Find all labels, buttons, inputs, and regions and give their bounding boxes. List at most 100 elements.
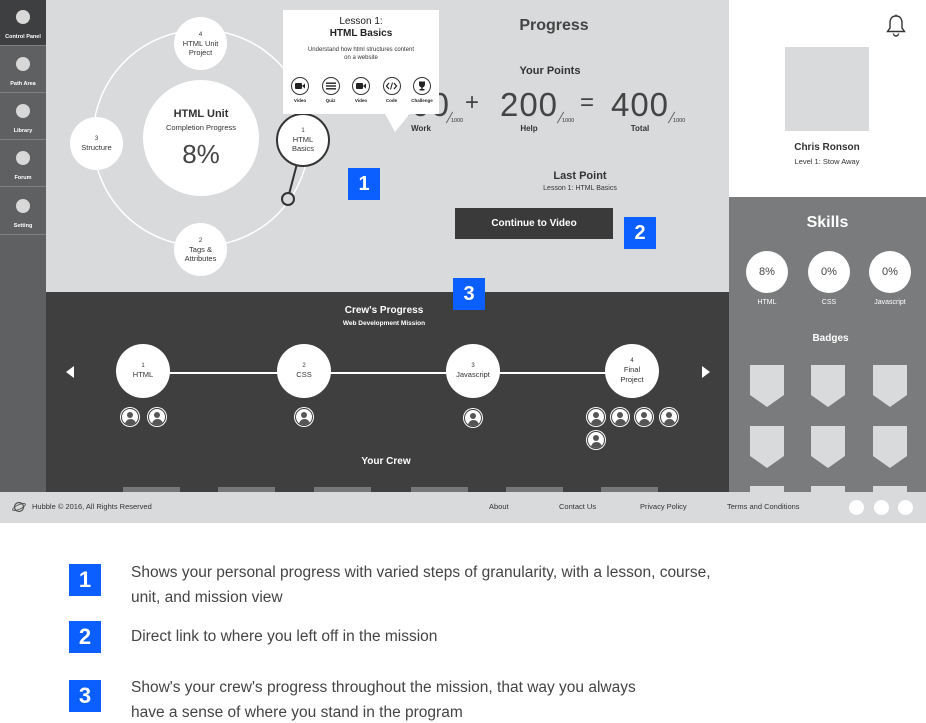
total-points-denominator: 1000: [673, 118, 686, 124]
total-points: 400 Total: [605, 86, 675, 133]
ring-node-unit-project[interactable]: 4 HTML Unit Project: [174, 17, 227, 70]
skill-css[interactable]: 0% CSS: [807, 251, 851, 306]
video-icon: [291, 77, 309, 95]
scroll-left-arrow-icon[interactable]: [66, 366, 74, 378]
crew-node-final-project[interactable]: 4 Final Project: [605, 344, 659, 398]
crew-member-avatar-icon[interactable]: [660, 408, 678, 426]
crew-node-css[interactable]: 2 CSS: [277, 344, 331, 398]
sidebar-item-path-area[interactable]: Path Area: [0, 47, 46, 93]
social-icon[interactable]: [898, 500, 913, 515]
lesson-step-quiz[interactable]: Quiz: [320, 77, 342, 103]
sidebar-item-library[interactable]: Library: [0, 94, 46, 140]
badge-shield-icon[interactable]: [873, 486, 907, 492]
continue-to-video-button[interactable]: Continue to Video: [455, 208, 613, 239]
node-name: HTML Basics: [291, 135, 315, 153]
sidebar-item-forum[interactable]: Forum: [0, 141, 46, 187]
skill-percent: 8%: [746, 251, 788, 293]
node-number: 3: [471, 363, 475, 369]
crew-member-avatar-icon[interactable]: [587, 431, 605, 449]
footer-link-about[interactable]: About: [489, 502, 509, 511]
video-icon: [352, 77, 370, 95]
node-name: HTML Unit Project: [182, 38, 219, 57]
badge-shield-icon[interactable]: [811, 486, 845, 492]
crew-member-avatar-icon[interactable]: [635, 408, 653, 426]
crew-member-avatar-icon[interactable]: [148, 408, 166, 426]
your-crew-title: Your Crew: [361, 456, 411, 467]
crew-member-avatar-icon[interactable]: [295, 408, 313, 426]
crew-card[interactable]: [506, 487, 563, 492]
node-number: 1: [141, 363, 145, 369]
ring-node-tags-attributes[interactable]: 2 Tags & Attributes: [174, 223, 227, 276]
lesson-step-challenge[interactable]: Challenge: [411, 77, 433, 103]
node-number: 1: [301, 128, 305, 134]
crew-progress-title: Crew's Progress: [344, 305, 424, 316]
profile-name: Chris Ronson: [794, 142, 860, 153]
badge-shield-icon[interactable]: [811, 426, 845, 468]
badge-shield-icon[interactable]: [750, 486, 784, 492]
skill-label: Javascript: [874, 299, 906, 306]
notification-bell-icon[interactable]: [885, 14, 907, 38]
footer-link-privacy[interactable]: Privacy Policy: [640, 502, 687, 511]
crew-member-avatar-icon[interactable]: [464, 409, 482, 427]
crew-member-avatar-icon[interactable]: [611, 408, 629, 426]
crew-progress-panel: Crew's Progress Web Development Mission …: [46, 292, 729, 492]
crew-member-avatar-icon[interactable]: [121, 408, 139, 426]
crew-card[interactable]: [601, 487, 658, 492]
equals-sign: =: [580, 89, 595, 116]
annotation-marker-1: 1: [348, 168, 380, 200]
footer-link-terms[interactable]: Terms and Conditions: [727, 502, 800, 511]
node-name: Tags & Attributes: [184, 244, 217, 263]
crew-card[interactable]: [411, 487, 468, 492]
skill-html[interactable]: 8% HTML: [745, 251, 789, 306]
progress-title: Progress: [519, 17, 589, 34]
sidebar-item-label: Setting: [13, 223, 33, 229]
crew-card[interactable]: [314, 487, 371, 492]
ring-node-structure[interactable]: 3 Structure: [70, 117, 123, 170]
badges-title: Badges: [812, 333, 849, 344]
social-icon[interactable]: [874, 500, 889, 515]
crew-node-javascript[interactable]: 3 Javascript: [446, 344, 500, 398]
sidebar-item-control-panel[interactable]: Control Panel: [0, 0, 46, 46]
scroll-right-arrow-icon[interactable]: [702, 366, 710, 378]
step-label: Quiz: [325, 98, 336, 103]
lesson-tooltip: Lesson 1: HTML Basics Understand how htm…: [283, 10, 439, 132]
forum-icon: [16, 151, 30, 165]
crew-node-html[interactable]: 1 HTML: [116, 344, 170, 398]
badge-shield-icon[interactable]: [811, 365, 845, 407]
last-point-title: Last Point: [553, 170, 607, 182]
node-number: 4: [630, 358, 634, 364]
badge-shield-icon[interactable]: [873, 365, 907, 407]
crew-card[interactable]: [218, 487, 275, 492]
badge-shield-icon[interactable]: [750, 365, 784, 407]
node-name: HTML: [132, 370, 154, 379]
copyright-text: Hubble © 2016, All Rights Reserved: [32, 502, 152, 511]
quiz-icon: [321, 77, 340, 95]
lesson-step-video[interactable]: Video: [289, 77, 311, 103]
skill-label: CSS: [821, 299, 837, 306]
annotation-marker-2: 2: [624, 217, 656, 249]
ring-node-html-basics[interactable]: 1 HTML Basics: [276, 113, 330, 167]
profile-level: Level 1: Stow Away: [794, 157, 860, 166]
badge-shield-icon[interactable]: [873, 426, 907, 468]
unit-title: HTML Unit: [173, 107, 229, 120]
unit-subtitle: Completion Progress: [165, 122, 237, 132]
sidebar-item-label: Path Area: [10, 81, 36, 87]
skill-label: HTML: [757, 299, 777, 306]
help-points-denominator: 1000: [562, 118, 575, 124]
node-name: Final Project: [620, 365, 644, 384]
legend-text-3: Show's your crew's progress throughout t…: [131, 679, 636, 721]
lesson-step-code[interactable]: Code: [381, 77, 403, 103]
badge-shield-icon[interactable]: [750, 426, 784, 468]
library-icon: [16, 104, 30, 118]
plus-sign: +: [465, 89, 480, 116]
footer-link-contact[interactable]: Contact Us: [559, 502, 597, 511]
lesson-step-video-2[interactable]: Video: [350, 77, 372, 103]
step-label: Challenge: [411, 98, 433, 103]
crew-member-avatar-icon[interactable]: [587, 408, 605, 426]
crew-card[interactable]: [123, 487, 180, 492]
profile-avatar[interactable]: [785, 47, 869, 131]
lesson-steps: Video Quiz Video Code Challenge: [289, 77, 433, 103]
sidebar-item-setting[interactable]: Setting: [0, 189, 46, 235]
skill-javascript[interactable]: 0% Javascript: [868, 251, 912, 306]
social-icon[interactable]: [849, 500, 864, 515]
